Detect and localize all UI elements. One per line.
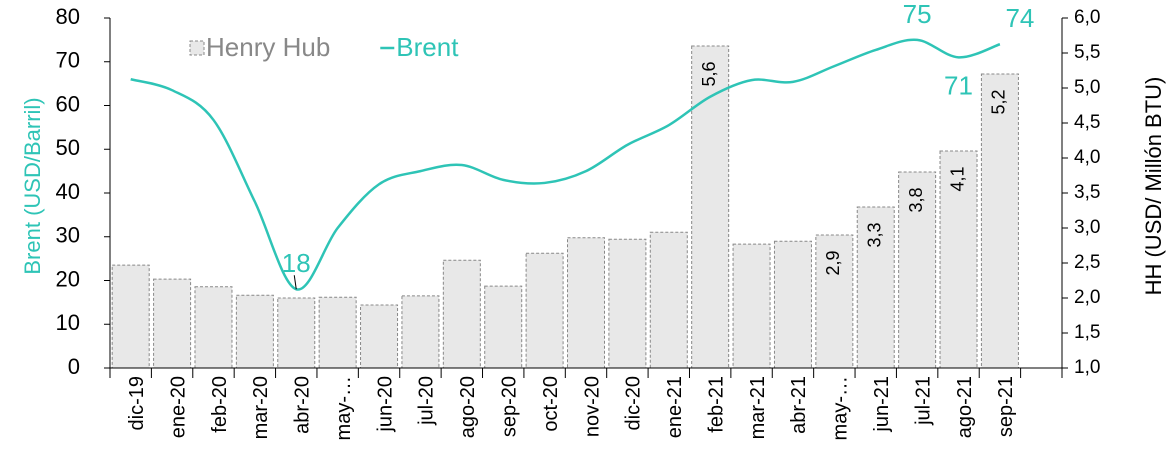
x-tick-label: may-… <box>830 376 852 440</box>
legend-label: Brent <box>396 32 459 62</box>
y2-tick-label: 3,0 <box>1074 217 1100 238</box>
y-tick-label: 10 <box>56 310 80 335</box>
y2-axis-title: HH (USD/ Millón BTU) <box>1141 77 1166 296</box>
bar <box>773 240 812 369</box>
bar <box>898 171 937 369</box>
x-tick-label: abr-20 <box>292 376 314 434</box>
x-tick-label: abr-21 <box>788 376 810 434</box>
bar <box>235 294 274 369</box>
y2-tick-label: 4,0 <box>1074 147 1100 168</box>
y2-tick-label: 2,5 <box>1074 252 1100 273</box>
bar <box>732 243 771 369</box>
bar-value-label: 5,2 <box>989 89 1009 114</box>
bar <box>856 206 895 369</box>
y-tick-label: 20 <box>56 266 80 291</box>
bar <box>318 296 357 369</box>
bar <box>980 73 1019 369</box>
y2-tick-label: 1,0 <box>1074 357 1100 378</box>
x-tick-label: ene-21 <box>664 376 686 438</box>
x-tick-label: ago-20 <box>457 376 479 438</box>
x-tick-label: ago-21 <box>954 376 976 438</box>
y-tick-label: 0 <box>68 354 80 379</box>
x-tick-label: mar-21 <box>747 376 769 439</box>
y-tick-label: 40 <box>56 179 80 204</box>
y-tick-label: 70 <box>56 48 80 73</box>
bar <box>442 259 481 369</box>
bar <box>567 237 605 369</box>
bar <box>649 231 688 369</box>
bar <box>153 278 192 369</box>
bar <box>939 150 978 369</box>
bar <box>525 252 564 369</box>
bar <box>815 234 854 369</box>
y2-tick-label: 2,0 <box>1074 287 1100 308</box>
x-tick-label: ene-20 <box>167 376 189 438</box>
legend-label: Henry Hub <box>206 32 330 62</box>
legend-swatch <box>189 40 205 56</box>
y2-tick-label: 5,0 <box>1074 77 1100 98</box>
bar <box>691 45 730 369</box>
bar <box>608 238 647 369</box>
x-tick-label: oct-20 <box>540 376 562 432</box>
line <box>130 38 1001 291</box>
line-value-label: 71 <box>944 70 973 100</box>
y2-tick-label: 1,5 <box>1074 322 1100 343</box>
y2-tick-label: 4,5 <box>1074 112 1100 133</box>
y2-tick-label: 5,5 <box>1074 42 1100 63</box>
y2-tick-label: 6,0 <box>1074 7 1100 28</box>
x-tick-label: jul-20 <box>416 376 438 426</box>
x-tick-label: jun-20 <box>374 376 396 433</box>
x-tick-label: sep-21 <box>995 376 1017 437</box>
x-tick-label: mar-20 <box>250 376 272 439</box>
x-tick-label: sep-20 <box>498 376 520 437</box>
label-leader <box>293 275 297 290</box>
bar <box>484 285 523 369</box>
y-tick-label: 60 <box>56 91 80 116</box>
x-tick-label: jun-21 <box>871 376 893 433</box>
line-value-label: 18 <box>282 248 311 278</box>
x-tick-label: nov-20 <box>581 376 603 437</box>
bar-value-label: 2,9 <box>823 250 843 275</box>
x-tick-label: feb-20 <box>209 376 231 433</box>
y2-tick-label: 3,5 <box>1074 182 1100 203</box>
x-tick-label: feb-21 <box>705 376 727 433</box>
x-tick-label: dic-20 <box>623 376 645 430</box>
line-value-label: 74 <box>1005 3 1034 33</box>
bar <box>401 295 440 369</box>
x-tick-label: jul-21 <box>912 376 934 426</box>
bar-value-label: 3,8 <box>906 187 926 212</box>
bar <box>360 304 399 369</box>
x-tick-label: may-… <box>333 376 355 440</box>
bar <box>277 297 316 369</box>
y-tick-label: 50 <box>56 135 80 160</box>
bar-value-label: 4,1 <box>947 166 967 191</box>
bar-value-label: 5,6 <box>699 61 719 86</box>
x-tick-label: dic-19 <box>126 376 148 430</box>
bar-value-label: 3,3 <box>864 222 884 247</box>
y-axis-title: Brent (USD/Barril) <box>20 97 45 274</box>
line-value-label: 75 <box>903 0 932 29</box>
bar <box>194 286 233 369</box>
y-tick-label: 80 <box>56 4 80 29</box>
y-tick-label: 30 <box>56 223 80 248</box>
bar <box>111 264 150 369</box>
